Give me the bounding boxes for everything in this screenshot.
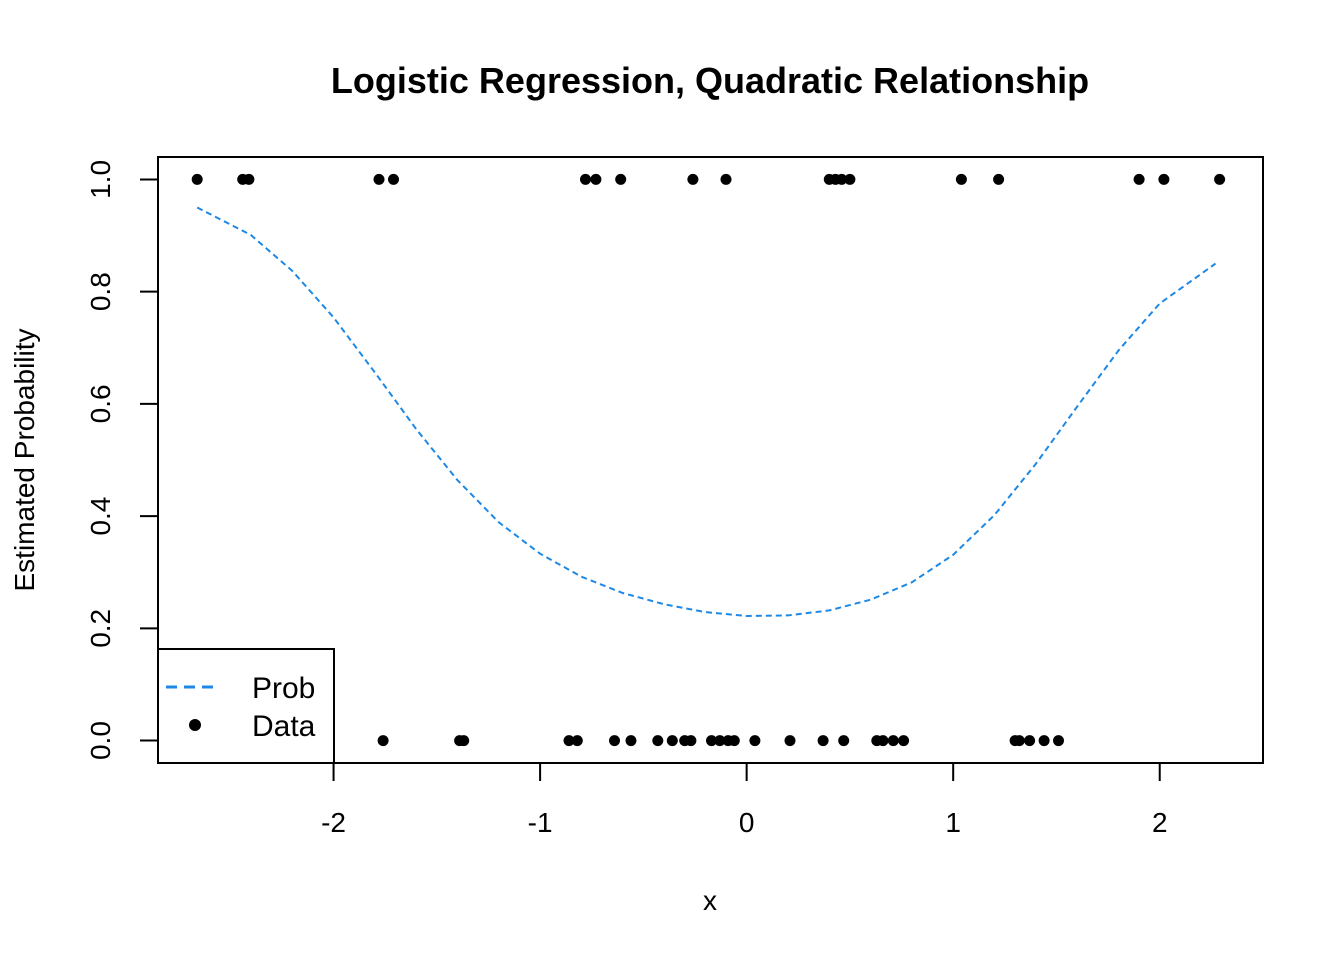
data-point [1038, 735, 1050, 747]
y-axis: 0.0 0.2 0.4 0.6 0.8 1.0 [85, 160, 159, 760]
data-point [1133, 173, 1145, 185]
x-tick-label: -2 [321, 807, 346, 838]
x-tick-label: -1 [528, 807, 553, 838]
data-point [615, 173, 627, 185]
legend-label-prob: Prob [252, 672, 315, 705]
data-point [666, 735, 678, 747]
y-tick-label: 0.8 [85, 272, 116, 311]
x-tick-label: 0 [739, 807, 755, 838]
data-point [625, 735, 637, 747]
y-tick-label: 1.0 [85, 160, 116, 199]
data-point [817, 735, 829, 747]
x-axis: -2 -1 0 1 2 [321, 762, 1168, 838]
data-point [458, 735, 470, 747]
data-point [720, 173, 732, 185]
data-point [609, 735, 620, 747]
y-tick-label: 0.4 [85, 497, 116, 536]
x-tick-label: 1 [945, 807, 961, 838]
data-point [388, 173, 399, 185]
data-point [687, 173, 699, 185]
data-point [191, 173, 203, 185]
series-layer [191, 173, 1226, 747]
data-point [714, 735, 726, 747]
data-point [877, 735, 889, 747]
data-point [749, 735, 761, 747]
y-tick-label: 0.0 [85, 721, 116, 760]
data-point [243, 173, 255, 185]
data-point [580, 173, 591, 185]
y-tick-label: 0.2 [85, 609, 116, 648]
prob-curve [196, 206, 1217, 618]
legend: Prob Data [157, 648, 335, 764]
data-point [1013, 735, 1025, 747]
data-point [373, 173, 385, 185]
data-point [652, 735, 664, 747]
data-point [1158, 173, 1170, 185]
data-point [728, 735, 740, 747]
data-point [993, 173, 1005, 185]
y-tick-label: 0.6 [85, 384, 116, 423]
legend-box [157, 648, 335, 764]
data-point [563, 735, 575, 747]
data-point [590, 173, 602, 185]
data-point [685, 735, 697, 747]
legend-label-data: Data [252, 710, 316, 743]
data-point [844, 173, 856, 185]
data-point [784, 735, 796, 747]
data-point [955, 173, 967, 185]
y-axis-label: Estimated Probability [9, 328, 40, 591]
data-point [1053, 735, 1064, 747]
data-point [377, 735, 389, 747]
data-point [887, 735, 899, 747]
data-point [1214, 173, 1226, 185]
chart-title: Logistic Regression, Quadratic Relations… [331, 60, 1089, 101]
data-point [571, 735, 583, 747]
data-point [898, 735, 910, 747]
data-point [706, 735, 717, 747]
data-point [836, 173, 848, 185]
data-point [838, 735, 850, 747]
legend-point-swatch [189, 719, 201, 731]
data-point [1024, 735, 1036, 747]
x-axis-label: x [703, 885, 717, 916]
x-tick-label: 2 [1152, 807, 1168, 838]
